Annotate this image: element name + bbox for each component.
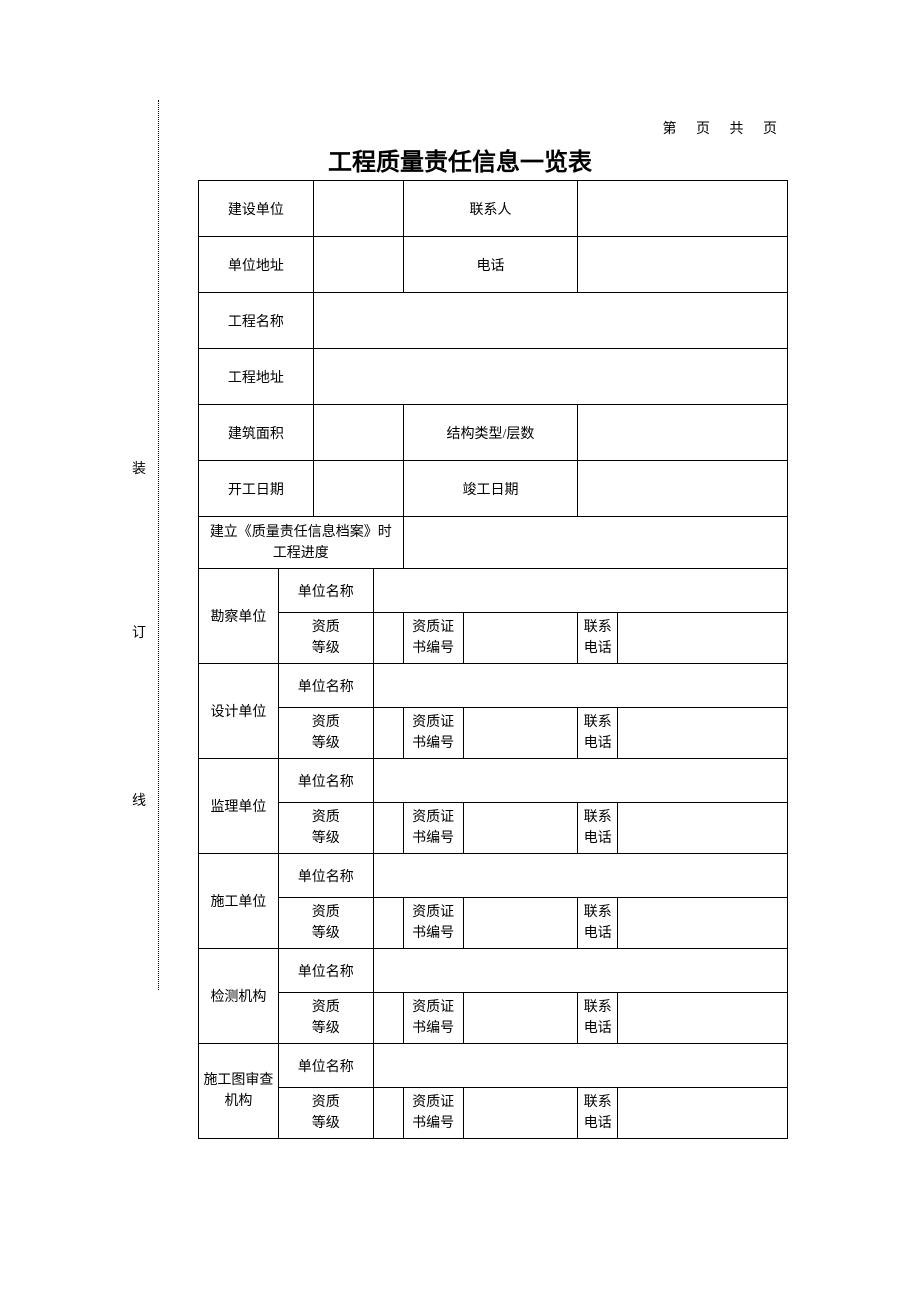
org-qual-level-label: 资质等级 xyxy=(278,708,373,759)
val-structure xyxy=(578,405,788,461)
label-end-date: 竣工日期 xyxy=(403,461,578,517)
val-project-address xyxy=(313,349,787,405)
page-number: 第 页 共 页 xyxy=(663,118,786,138)
val-area xyxy=(313,405,403,461)
org-cert-no-label: 资质证书编号 xyxy=(403,1088,463,1139)
label-contact: 联系人 xyxy=(403,181,578,237)
org-cert-no-label: 资质证书编号 xyxy=(403,898,463,949)
org-qual-level-label: 资质等级 xyxy=(278,993,373,1044)
org-unit-name-val-5 xyxy=(373,1044,787,1088)
org-phone-val-1 xyxy=(618,708,788,759)
org-qual-level-val-2 xyxy=(373,803,403,854)
org-label-3: 施工单位 xyxy=(199,854,279,949)
org-qual-level-label: 资质等级 xyxy=(278,898,373,949)
label-area: 建筑面积 xyxy=(199,405,314,461)
org-phone-val-3 xyxy=(618,898,788,949)
binding-char-1: 装 xyxy=(132,458,146,478)
org-unit-name-label: 单位名称 xyxy=(278,664,373,708)
label-project-address: 工程地址 xyxy=(199,349,314,405)
org-cert-no-val-2 xyxy=(463,803,578,854)
org-phone-label: 联系电话 xyxy=(578,803,618,854)
label-phone: 电话 xyxy=(403,237,578,293)
label-project-name: 工程名称 xyxy=(199,293,314,349)
label-structure: 结构类型/层数 xyxy=(403,405,578,461)
org-phone-label: 联系电话 xyxy=(578,1088,618,1139)
val-end-date xyxy=(578,461,788,517)
val-address xyxy=(313,237,403,293)
org-phone-label: 联系电话 xyxy=(578,708,618,759)
org-unit-name-val-3 xyxy=(373,854,787,898)
val-construction-unit xyxy=(313,181,403,237)
org-cert-no-val-1 xyxy=(463,708,578,759)
org-unit-name-val-4 xyxy=(373,949,787,993)
org-phone-label: 联系电话 xyxy=(578,993,618,1044)
org-label-2: 监理单位 xyxy=(199,759,279,854)
info-table: 建设单位 联系人 单位地址 电话 工程名称 工程地址 建筑面积 结构类型/层数 … xyxy=(198,180,788,1139)
org-phone-val-0 xyxy=(618,613,788,664)
org-qual-level-label: 资质等级 xyxy=(278,613,373,664)
org-cert-no-val-3 xyxy=(463,898,578,949)
binding-char-2: 订 xyxy=(132,622,146,642)
val-project-name xyxy=(313,293,787,349)
org-cert-no-label: 资质证书编号 xyxy=(403,708,463,759)
org-label-1: 设计单位 xyxy=(199,664,279,759)
org-cert-no-val-4 xyxy=(463,993,578,1044)
org-unit-name-label: 单位名称 xyxy=(278,759,373,803)
val-archive-progress xyxy=(403,517,787,569)
page-title: 工程质量责任信息一览表 xyxy=(0,142,920,177)
org-cert-no-label: 资质证书编号 xyxy=(403,613,463,664)
org-unit-name-val-0 xyxy=(373,569,787,613)
org-cert-no-val-5 xyxy=(463,1088,578,1139)
org-cert-no-label: 资质证书编号 xyxy=(403,803,463,854)
binding-char-3: 线 xyxy=(132,790,146,810)
label-archive-progress: 建立《质量责任信息档案》时工程进度 xyxy=(199,517,404,569)
org-phone-val-2 xyxy=(618,803,788,854)
org-label-5: 施工图审查机构 xyxy=(199,1044,279,1139)
org-qual-level-val-4 xyxy=(373,993,403,1044)
org-qual-level-label: 资质等级 xyxy=(278,803,373,854)
org-label-4: 检测机构 xyxy=(199,949,279,1044)
label-address: 单位地址 xyxy=(199,237,314,293)
org-phone-val-5 xyxy=(618,1088,788,1139)
val-start-date xyxy=(313,461,403,517)
org-cert-no-val-0 xyxy=(463,613,578,664)
org-cert-no-label: 资质证书编号 xyxy=(403,993,463,1044)
org-qual-level-val-1 xyxy=(373,708,403,759)
org-unit-name-val-2 xyxy=(373,759,787,803)
org-qual-level-val-3 xyxy=(373,898,403,949)
val-contact xyxy=(578,181,788,237)
org-phone-val-4 xyxy=(618,993,788,1044)
binding-dotted-line xyxy=(158,100,159,990)
val-phone xyxy=(578,237,788,293)
org-label-0: 勘察单位 xyxy=(199,569,279,664)
org-unit-name-label: 单位名称 xyxy=(278,569,373,613)
org-unit-name-label: 单位名称 xyxy=(278,854,373,898)
org-unit-name-label: 单位名称 xyxy=(278,949,373,993)
org-phone-label: 联系电话 xyxy=(578,898,618,949)
org-qual-level-val-5 xyxy=(373,1088,403,1139)
label-construction-unit: 建设单位 xyxy=(199,181,314,237)
org-phone-label: 联系电话 xyxy=(578,613,618,664)
org-qual-level-label: 资质等级 xyxy=(278,1088,373,1139)
org-unit-name-label: 单位名称 xyxy=(278,1044,373,1088)
label-start-date: 开工日期 xyxy=(199,461,314,517)
org-unit-name-val-1 xyxy=(373,664,787,708)
org-qual-level-val-0 xyxy=(373,613,403,664)
